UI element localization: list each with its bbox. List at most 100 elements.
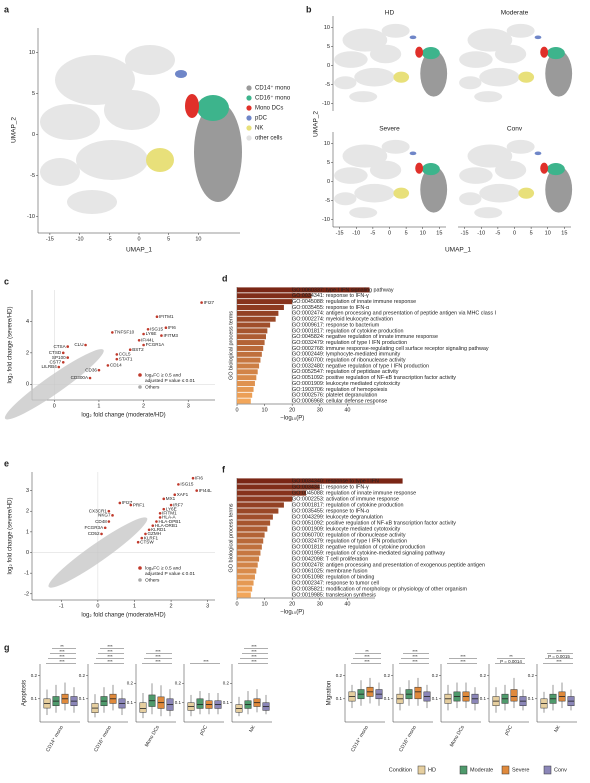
y-tick-label: 1 bbox=[26, 529, 29, 535]
condition-title: HD bbox=[385, 10, 395, 17]
gene-point bbox=[140, 536, 144, 540]
y-tick-label: 0.1 bbox=[127, 700, 134, 705]
significance-label: *** bbox=[155, 654, 161, 659]
y-axis-label: log₂ fold change (severe/HD) bbox=[8, 497, 14, 574]
term-label: GO:1903706: regulation of hemopoiesis bbox=[292, 387, 388, 393]
gene-point bbox=[147, 528, 151, 532]
x-tick-label: -5 bbox=[107, 236, 112, 242]
gene-label: HLA-DRB1 bbox=[155, 523, 178, 528]
significance-label: ** bbox=[365, 649, 369, 654]
y-tick-label: 0.2 bbox=[528, 673, 535, 678]
y-axis-label: UMAP_2 bbox=[11, 117, 18, 143]
gene-point bbox=[66, 356, 70, 359]
term-label: GO:0019985: translesion synthesis bbox=[292, 592, 376, 598]
x-tick-label: 40 bbox=[344, 407, 350, 413]
y-tick-label: 2 bbox=[26, 350, 29, 356]
bar bbox=[237, 514, 273, 520]
gene-label: HLA-A bbox=[162, 515, 176, 520]
x-tick-label: -5 bbox=[495, 230, 500, 236]
x-tick-label: 20 bbox=[289, 407, 295, 413]
significance-label: *** bbox=[59, 659, 65, 664]
gene-label: CST7 bbox=[49, 360, 61, 365]
bar bbox=[237, 340, 265, 346]
legend-label: log₂FC ≥ 0.5 and bbox=[145, 565, 181, 571]
gene-label: STAT1 bbox=[119, 356, 133, 361]
gene-point bbox=[100, 532, 103, 536]
bar bbox=[237, 484, 320, 490]
gene-point bbox=[137, 338, 141, 342]
gene-label: ISG15 bbox=[180, 482, 193, 487]
panel-label: e bbox=[4, 458, 9, 468]
term-label: GO:0001909: leukocyte mediated cytotoxic… bbox=[292, 526, 400, 532]
term-label: GO:0002576: platelet degranulation bbox=[292, 393, 377, 399]
legend-title: Condition bbox=[389, 767, 412, 773]
legend-label: HD bbox=[428, 767, 436, 773]
gene-point bbox=[158, 511, 162, 515]
gene-label: CD52 bbox=[88, 531, 100, 536]
category-label: CD14⁺ mono bbox=[350, 724, 370, 753]
x-tick-label: 0 bbox=[235, 407, 238, 413]
significance-label: *** bbox=[251, 654, 257, 659]
x-tick-label: 2 bbox=[142, 403, 145, 409]
term-label: GO:0045088: regulation of innate immune … bbox=[292, 299, 416, 305]
significance-label: *** bbox=[364, 654, 370, 659]
x-tick-label: 3 bbox=[206, 603, 209, 609]
category-label: NK bbox=[553, 724, 562, 734]
significance-label: *** bbox=[364, 659, 370, 664]
panel-label: d bbox=[222, 273, 228, 283]
legend-swatch bbox=[459, 765, 468, 775]
bar bbox=[237, 478, 403, 484]
y-tick-label: 0.2 bbox=[31, 673, 38, 678]
x-tick-label: 5 bbox=[530, 230, 533, 236]
background-genes bbox=[48, 517, 148, 588]
y-tick-label: 0.1 bbox=[528, 696, 535, 701]
y-tick-label: 0.2 bbox=[175, 681, 182, 686]
y-tick-label: 0 bbox=[32, 132, 35, 138]
gene-label: IFITM1 bbox=[162, 511, 177, 516]
category-label: pDC bbox=[199, 724, 209, 736]
y-tick-label: 10 bbox=[324, 25, 330, 31]
gene-point bbox=[195, 489, 198, 492]
bar bbox=[237, 363, 260, 369]
gene-label: IFI44L bbox=[141, 338, 154, 343]
significance-label: *** bbox=[556, 649, 562, 654]
x-tick-label: 15 bbox=[436, 230, 442, 236]
y-tick-label: 0.1 bbox=[432, 696, 439, 701]
term-label: GO:0032479: regulation of type I IFN pro… bbox=[292, 340, 407, 346]
significance-label: P = 0.0015 bbox=[548, 654, 570, 659]
y-tick-label: -2 bbox=[24, 591, 29, 597]
condition-title: Moderate bbox=[501, 10, 529, 17]
gene-point bbox=[129, 503, 133, 507]
legend-label: Moderate bbox=[470, 767, 493, 773]
significance-label: *** bbox=[59, 654, 65, 659]
gene-label: CLU bbox=[74, 342, 83, 347]
significance-label: *** bbox=[460, 659, 466, 664]
bar bbox=[237, 375, 257, 381]
x-tick-label: 0 bbox=[388, 230, 391, 236]
umap-clusters bbox=[40, 45, 242, 214]
gene-label: FCGR1A bbox=[146, 342, 166, 347]
gene-point bbox=[142, 332, 145, 336]
gene-point bbox=[118, 501, 122, 505]
x-tick-label: 10 bbox=[195, 236, 201, 242]
term-label: GO:0034340: response to type I IFN bbox=[292, 478, 379, 484]
y-tick-label: -10 bbox=[27, 214, 35, 220]
bar bbox=[237, 381, 255, 387]
x-tick-label: 15 bbox=[561, 230, 567, 236]
bar bbox=[237, 304, 284, 310]
significance-label: *** bbox=[412, 659, 418, 664]
legend-label: Severe bbox=[512, 767, 529, 773]
significance-label: *** bbox=[251, 659, 257, 664]
legend-swatch bbox=[501, 765, 510, 775]
gene-label: IRF7 bbox=[173, 502, 183, 507]
x-tick-label: 1 bbox=[133, 603, 136, 609]
bar bbox=[237, 345, 264, 351]
category-label: CD16⁺ mono bbox=[93, 724, 113, 753]
y-tick-label: -5 bbox=[30, 173, 35, 179]
category-label: NK bbox=[248, 724, 257, 734]
y-tick-label: 0.2 bbox=[127, 681, 134, 686]
bar bbox=[237, 328, 268, 334]
gene-point bbox=[200, 301, 203, 304]
term-label: GO:0002768: immune response-regulating c… bbox=[292, 346, 489, 352]
y-tick-label: 0.1 bbox=[384, 696, 391, 701]
